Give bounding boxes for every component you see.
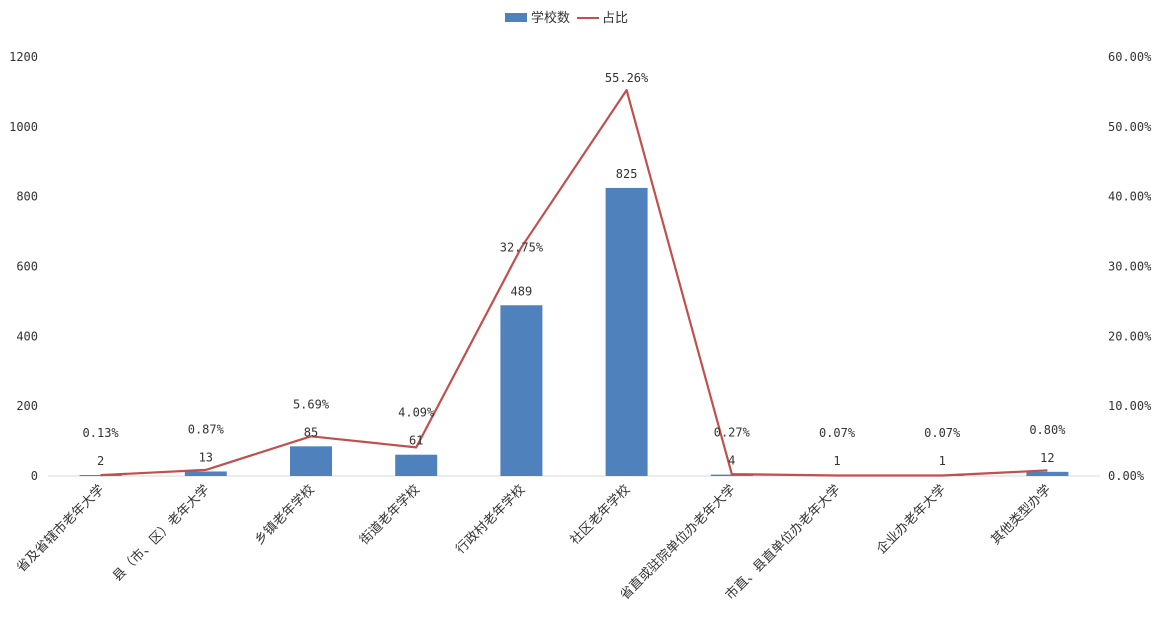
line-data-label: 0.87% [188, 422, 225, 436]
bar [710, 474, 753, 476]
y-tick-left: 0 [31, 469, 38, 483]
y-tick-right: 30.00% [1108, 260, 1152, 274]
bar-data-label: 85 [304, 425, 318, 439]
line-data-label: 0.13% [83, 426, 120, 440]
y-tick-right: 60.00% [1108, 50, 1152, 64]
bar-data-label: 4 [728, 454, 735, 468]
x-category-label: 社区老年学校 [567, 482, 633, 548]
y-axis-left: 0 200 400 600 800 1000 1200 [9, 50, 38, 483]
bar-series [79, 187, 1069, 476]
y-tick-right: 10.00% [1108, 399, 1152, 413]
legend-label-bar: 学校数 [531, 10, 570, 26]
line-data-label: 32.75% [500, 240, 544, 254]
x-category-label: 省直或驻院单位办老年大学 [617, 482, 739, 604]
line-data-label: 0.80% [1029, 423, 1066, 437]
line-data-label: 4.09% [398, 406, 435, 420]
legend-label-line: 占比 [602, 11, 628, 26]
line-data-label: 5.69% [293, 397, 330, 411]
bar-data-label: 12 [1040, 451, 1054, 465]
bar-data-label: 1 [939, 454, 946, 468]
line-data-label: 0.07% [819, 426, 856, 440]
line-data-labels: 0.13% 0.87% 5.69% 4.09% 32.75% 55.26% 0.27% 0.0… [83, 71, 1067, 440]
x-category-label: 行政村老年学校 [453, 482, 529, 558]
x-category-label: 乡镇老年学校 [251, 482, 317, 548]
y-tick-left: 800 [16, 190, 38, 204]
x-category-label: 县（市、区）老年大学 [109, 482, 212, 585]
line-path [100, 88, 1048, 477]
y-tick-left: 400 [16, 329, 38, 343]
y-axis-right: 0.00% 10.00% 20.00% 30.00% 40.00% 50.00% 60.00… [1108, 50, 1152, 483]
y-tick-left: 600 [16, 260, 38, 274]
line-data-label: 55.26% [605, 71, 649, 85]
bar [1026, 471, 1069, 476]
y-tick-right: 0.00% [1108, 469, 1145, 483]
line-data-label: 0.27% [714, 426, 751, 440]
bar [395, 454, 438, 476]
x-category-label: 其他类型办学 [988, 482, 1054, 548]
y-tick-right: 50.00% [1108, 120, 1152, 134]
bar-data-label: 2 [97, 454, 104, 468]
bar [79, 475, 122, 476]
legend-swatch-bar [505, 13, 527, 22]
bar [500, 305, 543, 476]
bar-data-label: 1 [833, 454, 840, 468]
y-tick-left: 1200 [9, 50, 38, 64]
bar-data-label: 13 [199, 450, 213, 464]
y-tick-right: 20.00% [1108, 329, 1152, 343]
x-category-label: 企业办老年大学 [873, 482, 949, 558]
bar-data-label: 489 [511, 284, 533, 298]
line-data-label: 0.07% [924, 426, 961, 440]
x-axis-categories: 省及省辖市老年大学 县（市、区）老年大学 乡镇老年学校 街道老年学校 行政村老年学校 社区… [13, 482, 1054, 604]
bar-data-labels: 2 13 85 61 489 825 4 1 1 12 [97, 167, 1055, 468]
y-tick-left: 200 [16, 399, 38, 413]
bar [605, 187, 648, 476]
legend: 学校数 占比 [505, 10, 628, 26]
bar [290, 446, 332, 476]
y-tick-left: 1000 [9, 120, 38, 134]
line-series [100, 88, 1048, 477]
x-category-label: 市直、县直单位办老年大学 [722, 482, 844, 604]
x-category-label: 街道老年学校 [357, 482, 423, 548]
bar [184, 471, 227, 476]
y-tick-right: 40.00% [1108, 190, 1152, 204]
x-category-label: 省及省辖市老年大学 [13, 482, 107, 576]
bar-data-label: 61 [409, 434, 423, 448]
bar-data-label: 825 [616, 167, 638, 181]
